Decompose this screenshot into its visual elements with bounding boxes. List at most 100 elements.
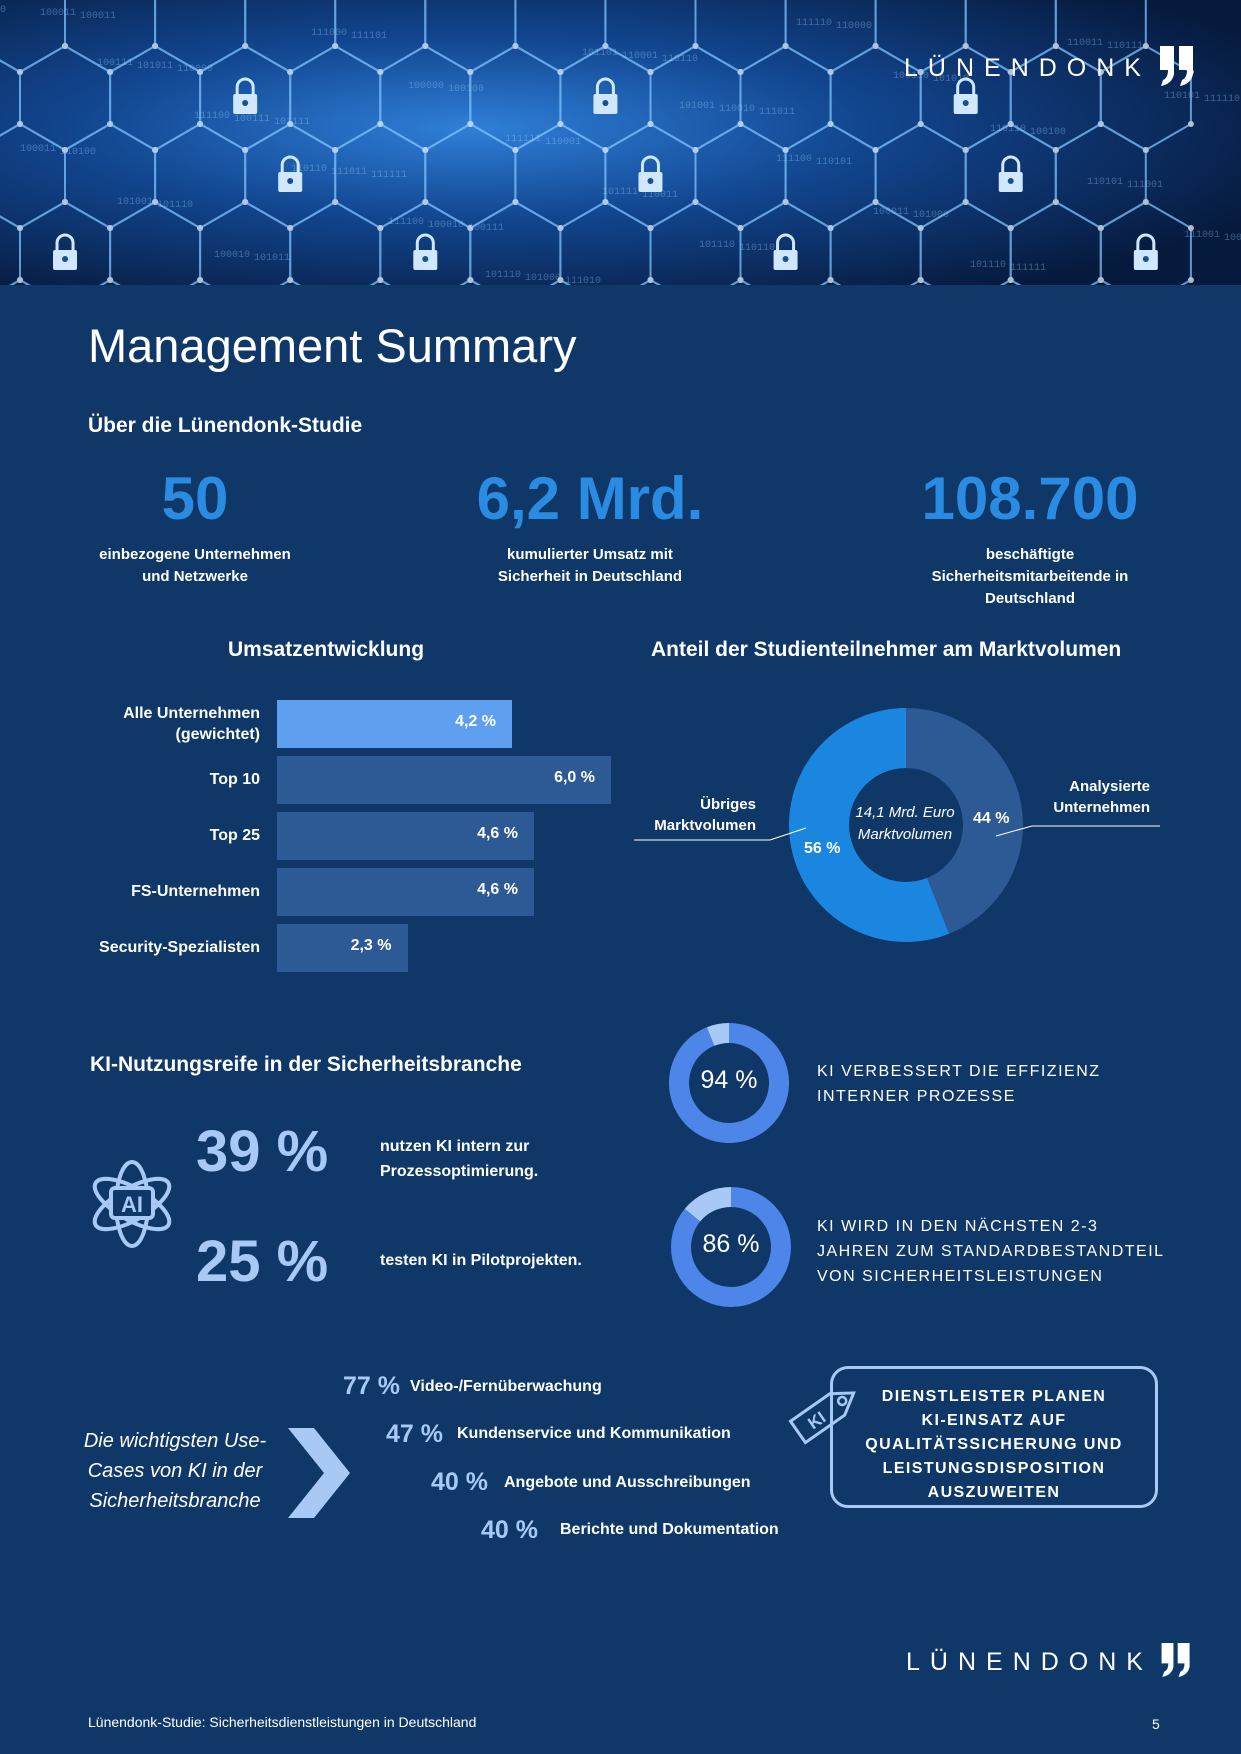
- hex-node: [917, 225, 924, 231]
- hex-node: [17, 277, 23, 283]
- hex-node: [692, 147, 699, 153]
- kpi-caption-line: und Netzwerke: [142, 568, 248, 585]
- donut-center-line: 14,1 Mrd. Euro: [855, 804, 955, 821]
- binary-digits: 111110: [796, 18, 832, 29]
- hex-node: [422, 147, 429, 153]
- kpi-caption-line: Sicherheit in Deutschland: [497, 568, 683, 585]
- hex-node: [287, 277, 294, 283]
- binary-digits: 111111: [371, 170, 407, 181]
- use-case-pct: 40 %: [481, 1516, 538, 1544]
- hex-node: [962, 43, 969, 49]
- binary-digits: 111011: [759, 107, 795, 118]
- hex-node: [17, 69, 23, 75]
- hexagon-lock-pattern: 0 100111 111100 110110 111100 101110 101101 101…: [0, 0, 1241, 387]
- bar: [277, 756, 611, 804]
- bar: [277, 924, 408, 972]
- bar-value-label: 4,6 %: [477, 881, 518, 898]
- bar-category-label: Top 25: [50, 825, 260, 846]
- quote-mark-icon: [1159, 1640, 1193, 1685]
- hex-node: [872, 43, 879, 49]
- binary-digits: 111101: [351, 31, 387, 42]
- use-cases-intro-line: Sicherheitsbranche: [89, 1490, 261, 1512]
- binary-digits: 101110: [485, 270, 521, 281]
- callout-box: DIENSTLEISTER PLANEN KI-EINSATZ AUF QUAL…: [830, 1366, 1158, 1508]
- padlock-icon: [1133, 233, 1158, 270]
- chevron-right-icon: [288, 1428, 352, 1523]
- svg-text:AI: AI: [121, 1192, 143, 1217]
- binary-digits: 111100: [194, 111, 230, 122]
- donut-efficiency-caption: KI VERBESSERT DIE EFFIZIENZ INTERNER PRO…: [817, 1059, 1101, 1109]
- padlock-icon: [773, 233, 798, 270]
- use-case-pct: 40 %: [431, 1468, 488, 1496]
- padlock-icon: [593, 77, 618, 114]
- binary-digits: 110110: [739, 243, 775, 254]
- kpi-caption-companies: einbezogene Unternehmen und Netzwerke: [60, 544, 330, 588]
- bar: [277, 700, 512, 748]
- binary-digits: 101101: [582, 48, 618, 59]
- hex-node: [557, 225, 564, 231]
- hex-node: [377, 277, 384, 283]
- binary-digits: 111111: [1010, 263, 1046, 274]
- hex-node: [467, 121, 474, 127]
- binary-digits: 110101: [816, 157, 852, 168]
- study-section-heading: Über die Lünendonk-Studie: [88, 414, 363, 437]
- bar-category-label: Top 10: [50, 769, 260, 790]
- hex-node: [1097, 69, 1104, 75]
- hex-node: [152, 199, 159, 205]
- hex-node: [467, 277, 474, 283]
- callout-line: AUSZUWEITEN: [927, 1484, 1061, 1501]
- hex-node: [647, 121, 654, 127]
- slice-legend-line: Marktvolumen: [654, 817, 756, 834]
- donut-standard-caption: KI WIRD IN DEN NÄCHSTEN 2-3 JAHREN ZUM S…: [817, 1214, 1165, 1289]
- hex-node: [782, 43, 789, 49]
- bar-category-line: Top 25: [209, 827, 260, 844]
- kpi-caption-line: einbezogene Unternehmen: [99, 546, 291, 563]
- brand-logo: LÜNENDONK: [904, 44, 1197, 93]
- hex-node: [332, 147, 339, 153]
- footer-page-number: 5: [1152, 1716, 1160, 1732]
- hex-node: [107, 225, 114, 231]
- binary-digits: 101001: [117, 197, 153, 208]
- market-volume-donut-chart: [634, 708, 1160, 942]
- binary-digits: 110000: [836, 21, 872, 32]
- donut-slice: [789, 708, 950, 942]
- hex-node: [827, 69, 834, 75]
- binary-digits: 101011: [137, 61, 173, 72]
- kpi-caption-line: beschäftigte: [985, 546, 1075, 563]
- hex-node: [377, 69, 384, 75]
- hex-node: [62, 199, 68, 205]
- use-case-label: Kundenservice und Kommunikation: [457, 1425, 731, 1442]
- binary-digits: 101110: [157, 200, 193, 211]
- hex-node: [1007, 121, 1014, 127]
- padlock-icon: [53, 233, 78, 270]
- use-case-pct: 47 %: [386, 1420, 443, 1448]
- hex-node: [737, 225, 744, 231]
- binary-digits: 111111: [505, 134, 541, 145]
- binary-digits: 111001: [1127, 180, 1163, 191]
- binary-digits: 100111: [468, 223, 504, 234]
- hex-node: [692, 43, 699, 49]
- caption-line: KI VERBESSERT DIE EFFIZIENZ: [817, 1063, 1101, 1080]
- ai-stat-internal-text: nutzen KI intern zur Prozessoptimierung.: [380, 1134, 538, 1184]
- hex-node: [1007, 225, 1014, 231]
- caption-line: JAHREN ZUM STANDARDBESTANDTEIL: [817, 1243, 1165, 1260]
- hex-node: [1097, 121, 1104, 127]
- hex-node: [1142, 199, 1149, 205]
- binary-digits: 100000: [408, 81, 444, 92]
- hex-node: [62, 147, 68, 153]
- callout-line: LEISTUNGSDISPOSITION: [882, 1460, 1106, 1477]
- hex-node: [197, 277, 204, 283]
- hex-node: [1097, 225, 1104, 231]
- slice-legend-line: Analysierte: [1069, 778, 1150, 795]
- kpi-caption-line: Deutschland: [984, 590, 1075, 607]
- hex-node: [287, 225, 294, 231]
- caption-line: KI WIRD IN DEN NÄCHSTEN 2-3: [817, 1218, 1099, 1235]
- binary-digits: 101001: [679, 101, 715, 112]
- hex-node: [962, 199, 969, 205]
- hex-node: [152, 147, 159, 153]
- hex-node: [827, 121, 834, 127]
- kpi-value-revenue: 6,2 Mrd.: [476, 465, 704, 532]
- caption-line: INTERNER PROZESSE: [817, 1088, 1016, 1105]
- use-case-pct: 77 %: [343, 1372, 400, 1400]
